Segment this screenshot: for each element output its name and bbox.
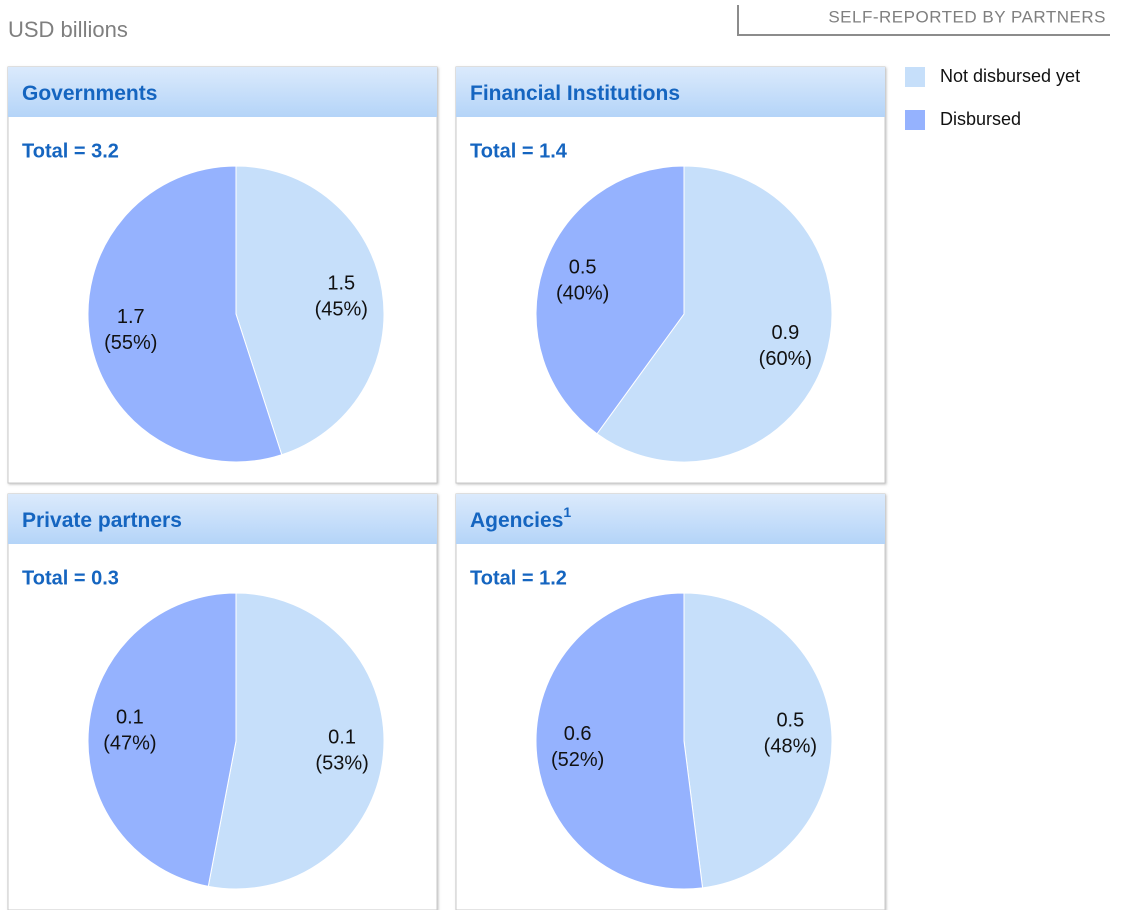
slice-percent: (47%) [103, 732, 156, 754]
pie-slice [535, 592, 704, 890]
slice-amount: 0.5 [569, 256, 597, 278]
panel-header [456, 494, 885, 544]
slice-amount: 0.1 [328, 726, 356, 748]
slice-amount: 0.6 [564, 723, 592, 745]
slice-percent: (53%) [315, 752, 368, 774]
total-label: Total = 1.4 [470, 140, 568, 162]
slice-percent: (52%) [551, 749, 604, 771]
panel-title: Private partners [22, 509, 182, 532]
pie-slice [683, 592, 833, 889]
slice-amount: 0.5 [776, 710, 804, 732]
slice-percent: (48%) [764, 736, 817, 758]
pie-slice [235, 165, 385, 456]
panel-header [8, 494, 437, 544]
panel-title-text: Agencies [470, 509, 563, 532]
legend-label: Not disbursed yet [940, 66, 1080, 86]
panel-header [8, 67, 437, 117]
slice-percent: (60%) [759, 348, 812, 370]
panel-title-text: Financial Institutions [470, 82, 680, 105]
total-label: Total = 1.2 [470, 567, 567, 589]
slice-amount: 0.9 [771, 322, 799, 344]
panel-header [456, 67, 885, 117]
legend-label: Disbursed [940, 109, 1021, 129]
source-note: SELF-REPORTED BY PARTNERS [828, 7, 1106, 26]
slice-percent: (55%) [104, 332, 157, 354]
pie-slice [207, 592, 385, 890]
pie-slice [87, 592, 237, 887]
unit-label: USD billions [8, 17, 128, 42]
pie-slice [596, 165, 833, 463]
total-label: Total = 3.2 [22, 140, 119, 162]
slice-amount: 1.5 [327, 273, 355, 295]
slice-amount: 1.7 [117, 306, 145, 328]
pie-slice [535, 165, 685, 435]
panel-title-text: Governments [22, 82, 157, 105]
panel-title: Financial Institutions [470, 82, 680, 105]
slice-percent: (45%) [315, 299, 368, 321]
total-label: Total = 0.3 [22, 567, 119, 589]
title-note: 1 [563, 504, 571, 520]
legend-swatch [905, 110, 925, 130]
panel-title-text: Private partners [22, 509, 182, 532]
pie-slice [87, 165, 283, 463]
slice-percent: (40%) [556, 282, 609, 304]
panel-title: Governments [22, 82, 157, 105]
panel-title: Agencies1 [470, 504, 571, 532]
slice-amount: 0.1 [116, 706, 144, 728]
source-box [737, 5, 1110, 36]
legend-swatch [905, 67, 925, 87]
